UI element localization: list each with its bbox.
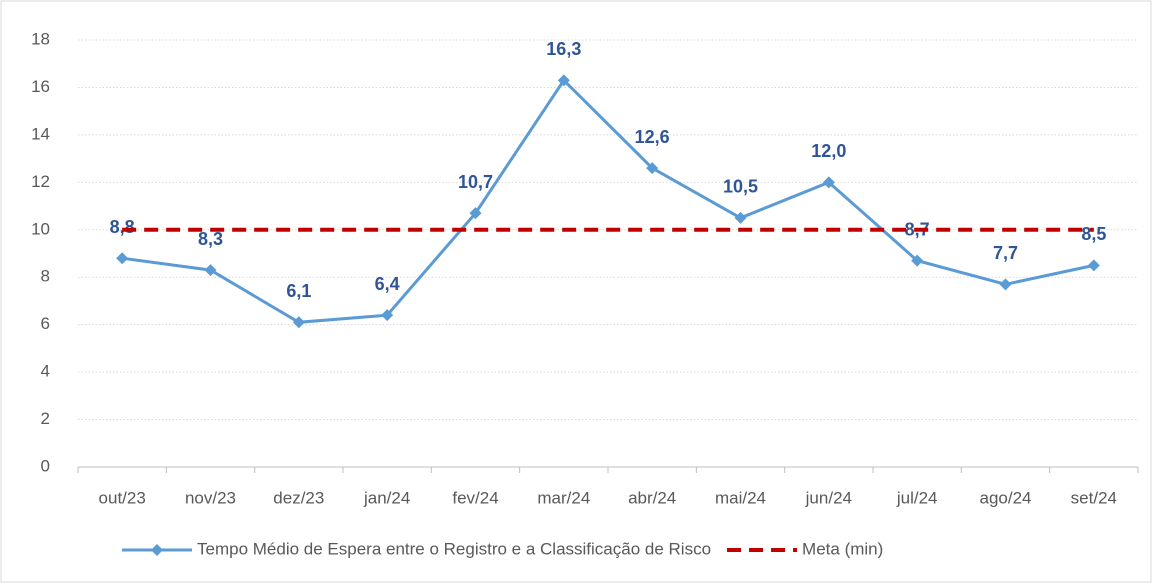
x-tick-label: fev/24: [452, 488, 498, 507]
x-tick-label: abr/24: [628, 488, 676, 507]
value-label: 16,3: [546, 39, 581, 59]
marker: [204, 264, 217, 277]
value-label: 8,8: [110, 217, 135, 237]
value-label: 8,5: [1081, 224, 1106, 244]
x-tick-label: jun/24: [805, 488, 852, 507]
marker: [822, 176, 835, 189]
value-label: 8,3: [198, 229, 223, 249]
marker: [469, 207, 482, 220]
x-tick-label: jan/24: [363, 488, 410, 507]
value-label: 12,0: [811, 141, 846, 161]
marker: [292, 316, 305, 329]
y-tick-label: 6: [41, 314, 50, 333]
y-tick-label: 18: [31, 29, 50, 48]
value-label: 10,5: [723, 177, 758, 197]
marker: [734, 211, 747, 224]
x-tick-label: jul/24: [896, 488, 938, 507]
y-tick-label: 16: [31, 77, 50, 96]
series-line: [121, 77, 1095, 324]
x-tick-label: mai/24: [715, 488, 766, 507]
value-label: 12,6: [635, 127, 670, 147]
legend-marker: [151, 544, 163, 556]
x-tick-label: dez/23: [273, 488, 324, 507]
x-tick-label: ago/24: [980, 488, 1032, 507]
y-tick-label: 2: [41, 409, 50, 428]
x-tick-label: set/24: [1071, 488, 1117, 507]
value-label: 10,7: [458, 172, 493, 192]
marker: [999, 278, 1012, 291]
y-tick-label: 10: [31, 219, 50, 238]
x-tick-label: mar/24: [537, 488, 590, 507]
value-label: 7,7: [993, 243, 1018, 263]
y-tick-label: 8: [41, 267, 50, 286]
y-tick-label: 0: [41, 456, 50, 475]
y-tick-label: 14: [31, 124, 50, 143]
value-label: 6,4: [375, 274, 400, 294]
marker: [557, 74, 570, 87]
marker: [1087, 259, 1100, 272]
value-label: 6,1: [286, 281, 311, 301]
x-tick-label: nov/23: [185, 488, 236, 507]
x-tick-label: out/23: [99, 488, 146, 507]
legend-label: Meta (min): [802, 539, 883, 558]
marker: [911, 254, 924, 267]
marker: [646, 162, 659, 175]
legend-label: Tempo Médio de Espera entre o Registro e…: [197, 539, 711, 558]
y-tick-label: 12: [31, 172, 50, 191]
marker: [381, 309, 394, 322]
y-tick-label: 4: [41, 362, 50, 381]
marker: [116, 252, 129, 265]
